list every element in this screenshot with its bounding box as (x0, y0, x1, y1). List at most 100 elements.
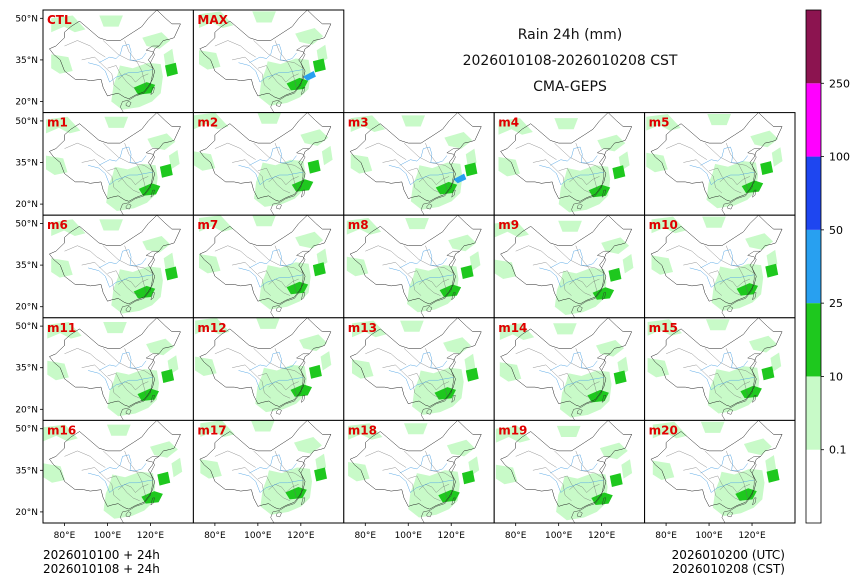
island-outline (601, 292, 606, 300)
rain-area-moderate (165, 62, 178, 77)
lat-tick-label: 35°N (15, 364, 38, 374)
rain-area-light (599, 442, 628, 460)
lat-tick-label: 20°N (15, 508, 38, 518)
panel-content (43, 112, 194, 216)
rain-area-light (651, 255, 673, 275)
rain-area-light (195, 356, 217, 376)
rain-area-light (107, 369, 159, 417)
rain-area-light (104, 116, 129, 128)
province-boundary (726, 143, 748, 191)
panel-label: m4 (498, 116, 519, 130)
province-boundary (103, 348, 153, 377)
rain-area-light (464, 353, 476, 374)
province-boundary (124, 245, 147, 293)
island-outline (125, 100, 132, 107)
island-outline (150, 497, 155, 506)
province-boundary (425, 143, 448, 191)
rain-area-light (199, 215, 234, 232)
lat-tick-label: 35°N (15, 261, 38, 271)
province-boundary (214, 142, 256, 160)
island-outline (752, 394, 757, 403)
panel-label: CTL (47, 13, 72, 27)
province-boundary (64, 40, 106, 58)
island-outline (601, 497, 606, 506)
rain-area-light (770, 352, 782, 372)
rain-area-moderate (613, 370, 627, 385)
rain-area-light (651, 216, 686, 234)
rain-area-light (99, 219, 123, 231)
rain-area-light (706, 161, 758, 209)
map-panel-m11: m11 (42, 317, 194, 421)
province-boundary (425, 450, 448, 499)
island-outline (451, 189, 456, 198)
country-border (49, 112, 181, 202)
river-line (88, 370, 153, 391)
province-boundary (408, 167, 441, 194)
rain-area-moderate (460, 265, 474, 279)
panel-content (193, 10, 344, 113)
province-boundary (558, 270, 591, 296)
coastline (420, 456, 460, 523)
map-panel-m5: m5 (644, 112, 796, 216)
rain-area-light (252, 215, 276, 227)
country-border (199, 112, 332, 202)
lat-tick-label: 50°N (15, 14, 38, 24)
province-boundary (403, 245, 454, 274)
island-outline (727, 306, 733, 312)
panel-content (43, 10, 194, 113)
province-boundary (365, 450, 407, 468)
panel-content (193, 112, 344, 216)
map-panel-m2: m2 (192, 112, 345, 216)
rain-area-light (350, 115, 386, 132)
island-outline (276, 408, 282, 415)
rain-area-light (146, 338, 175, 356)
rain-area-light (256, 317, 280, 329)
island-outline (150, 87, 155, 95)
province-boundary (704, 450, 755, 479)
rain-area-light (495, 425, 531, 443)
coastline (721, 250, 761, 318)
province-boundary (124, 143, 147, 191)
province-boundary (666, 348, 707, 366)
map-panel-m7: m7 (192, 214, 345, 319)
rain-area-moderate (157, 471, 171, 486)
init-time-footer: 2026010100 + 24h 2026010108 + 24h (43, 548, 160, 576)
lat-tick-label: 35°N (15, 56, 38, 66)
panel-label: m14 (498, 321, 527, 335)
rain-area-moderate (608, 267, 622, 282)
rain-area-light (765, 455, 777, 475)
river-line (98, 454, 147, 474)
rain-area-light (103, 322, 127, 334)
coastline (420, 148, 460, 216)
rain-area-light (200, 459, 222, 479)
province-boundary (558, 167, 591, 194)
river-line (238, 472, 304, 493)
province-boundary (515, 348, 557, 366)
map-panel-m15: m15 (644, 317, 796, 421)
river-line (238, 370, 304, 391)
colorbar-segment (806, 229, 821, 304)
province-boundary (214, 450, 256, 468)
river-line (539, 472, 604, 493)
rain-area-light (51, 258, 73, 278)
province-boundary (709, 373, 742, 399)
map-panel-max: MAX (192, 9, 345, 114)
rain-area-light (404, 423, 428, 435)
rain-area-light (652, 421, 688, 439)
panel-label: m11 (47, 321, 76, 335)
rain-area-light (647, 319, 682, 336)
river-line (249, 146, 297, 166)
rain-area-light (352, 320, 387, 338)
rain-area-light (352, 359, 374, 379)
rain-area-light (408, 470, 460, 518)
province-boundary (408, 270, 441, 296)
province-boundary (107, 475, 140, 501)
province-boundary (81, 262, 121, 296)
river-line (388, 267, 454, 288)
province-boundary (64, 450, 106, 468)
province-boundary (558, 475, 591, 501)
country-border (49, 317, 181, 407)
panel-content (494, 215, 645, 318)
river-line (399, 454, 448, 474)
